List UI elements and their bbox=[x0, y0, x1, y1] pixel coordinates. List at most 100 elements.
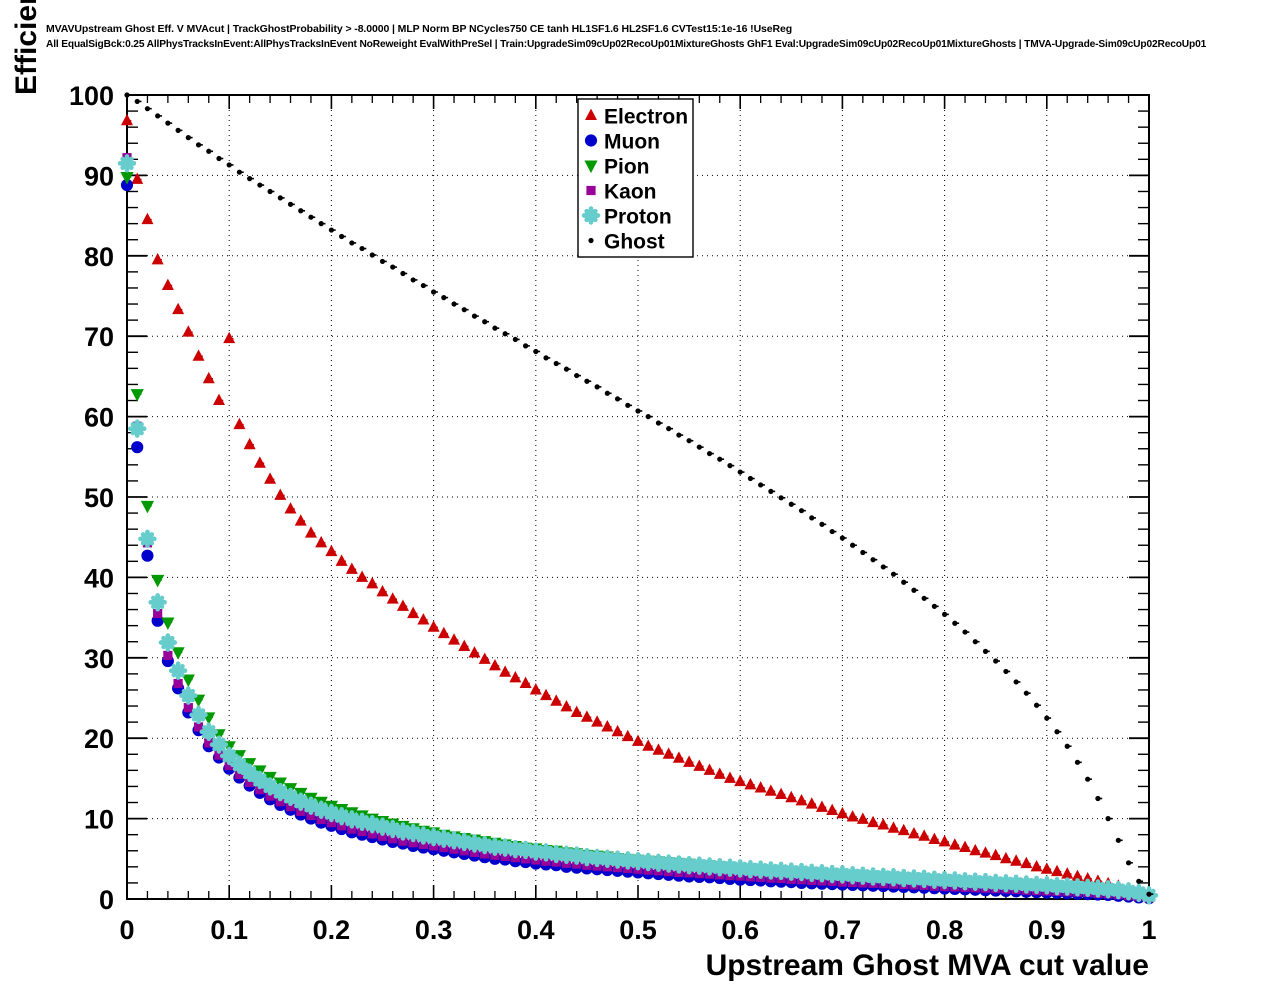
marker-star bbox=[618, 851, 638, 870]
marker-star bbox=[894, 868, 913, 888]
marker-dot bbox=[972, 639, 978, 645]
marker-dot bbox=[430, 289, 437, 295]
legend-label-muon: Muon bbox=[604, 131, 660, 154]
marker-square bbox=[265, 791, 275, 801]
marker-star bbox=[1068, 878, 1087, 897]
marker-star bbox=[690, 856, 709, 875]
marker-triangle-up bbox=[131, 172, 144, 184]
marker-star bbox=[649, 853, 668, 873]
marker-star bbox=[1017, 875, 1036, 894]
x-tick-label: 0.6 bbox=[721, 915, 759, 945]
marker-dot bbox=[727, 463, 733, 469]
marker-dot bbox=[379, 258, 386, 265]
marker-dot bbox=[655, 420, 662, 426]
marker-triangle-up bbox=[585, 108, 597, 120]
y-tick-label: 30 bbox=[84, 644, 114, 674]
legend-item-electron[interactable]: Electron bbox=[585, 106, 688, 129]
marker-triangle-up bbox=[509, 671, 522, 683]
marker-triangle-up bbox=[121, 113, 133, 126]
marker-star bbox=[393, 822, 413, 841]
marker-star bbox=[700, 857, 719, 876]
marker-dot bbox=[594, 384, 600, 390]
marker-star bbox=[925, 870, 944, 889]
marker-dot bbox=[144, 106, 151, 112]
legend-item-pion[interactable]: Pion bbox=[584, 156, 650, 179]
marker-star bbox=[342, 810, 362, 829]
marker-triangle-up bbox=[938, 835, 951, 847]
marker-dot bbox=[410, 277, 416, 283]
marker-dot bbox=[798, 508, 805, 514]
legend-item-muon[interactable]: Muon bbox=[584, 131, 660, 154]
x-tick-label: 0.8 bbox=[926, 915, 964, 945]
marker-triangle-up bbox=[437, 626, 450, 639]
marker-dot bbox=[931, 603, 937, 609]
marker-dot bbox=[829, 528, 835, 535]
marker-triangle-up bbox=[683, 755, 696, 767]
marker-star bbox=[148, 593, 167, 612]
marker-dot bbox=[349, 240, 355, 246]
marker-triangle-up bbox=[918, 829, 931, 841]
marker-dot bbox=[819, 521, 825, 527]
marker-dot bbox=[952, 620, 958, 626]
marker-triangle-up bbox=[591, 715, 604, 727]
legend-item-proton[interactable]: Proton bbox=[581, 206, 672, 229]
legend-item-ghost[interactable]: Ghost bbox=[588, 231, 665, 254]
marker-dot bbox=[1125, 860, 1132, 866]
marker-triangle-up bbox=[979, 846, 992, 858]
marker-star bbox=[782, 862, 801, 881]
marker-dot bbox=[216, 155, 222, 162]
marker-star bbox=[608, 850, 627, 869]
marker-star bbox=[1037, 876, 1057, 895]
marker-dot bbox=[318, 221, 324, 227]
marker-dot bbox=[420, 282, 426, 289]
marker-dot bbox=[461, 307, 467, 313]
marker-star bbox=[322, 803, 341, 823]
marker-dot bbox=[185, 135, 191, 141]
marker-triangle-up bbox=[723, 771, 736, 783]
marker-square bbox=[306, 810, 316, 820]
legend-label-proton: Proton bbox=[604, 206, 672, 229]
marker-dot bbox=[543, 355, 549, 361]
marker-circle bbox=[141, 549, 154, 562]
marker-triangle-up bbox=[999, 851, 1012, 864]
marker-triangle-up bbox=[856, 812, 869, 824]
marker-star bbox=[1058, 877, 1077, 896]
marker-star bbox=[127, 419, 147, 438]
marker-star bbox=[352, 812, 372, 832]
marker-dot bbox=[400, 270, 406, 277]
marker-triangle-up bbox=[1051, 864, 1064, 877]
marker-dot bbox=[1095, 795, 1101, 802]
marker-triangle-up bbox=[570, 705, 583, 717]
marker-triangle-up bbox=[417, 613, 430, 625]
marker-square bbox=[224, 760, 234, 771]
marker-square bbox=[163, 650, 173, 660]
marker-dot bbox=[155, 113, 161, 119]
marker-triangle-up bbox=[386, 592, 399, 604]
marker-triangle-up bbox=[642, 739, 655, 751]
marker-dot bbox=[277, 195, 283, 201]
marker-dot bbox=[298, 208, 304, 214]
marker-dot bbox=[645, 413, 651, 420]
marker-star bbox=[485, 837, 505, 856]
marker-triangle-up bbox=[212, 393, 225, 406]
marker-star bbox=[853, 866, 873, 885]
marker-triangle-up bbox=[550, 694, 563, 706]
marker-dot bbox=[860, 549, 866, 556]
marker-star bbox=[833, 865, 852, 884]
legend-item-kaon[interactable]: Kaon bbox=[586, 181, 657, 204]
marker-triangle-up bbox=[744, 777, 757, 790]
marker-star bbox=[403, 823, 423, 843]
marker-triangle-up bbox=[887, 821, 900, 833]
marker-triangle-up bbox=[764, 784, 777, 796]
marker-triangle-down bbox=[161, 617, 175, 631]
marker-dot bbox=[1105, 815, 1111, 822]
marker-dot bbox=[1033, 702, 1040, 708]
marker-triangle-up bbox=[826, 803, 839, 816]
marker-dot bbox=[328, 227, 335, 233]
marker-dot bbox=[471, 313, 478, 319]
marker-dot bbox=[359, 245, 365, 252]
marker-triangle-up bbox=[223, 331, 236, 344]
marker-triangle-up bbox=[672, 751, 685, 763]
